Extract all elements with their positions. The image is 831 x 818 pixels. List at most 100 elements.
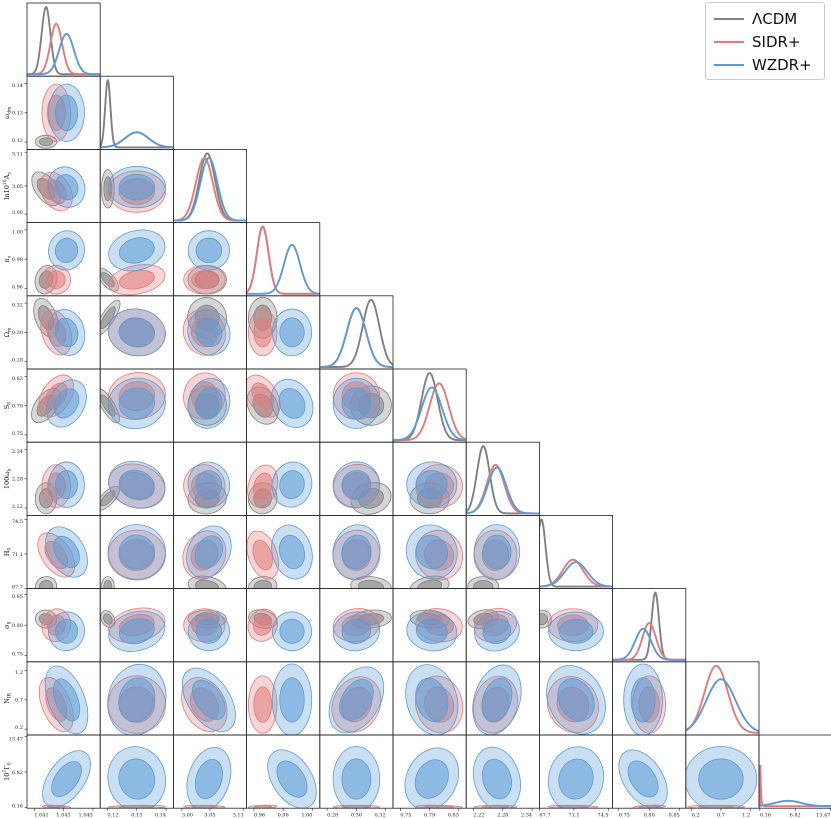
contour-68-cdm xyxy=(473,579,494,589)
contour-wzdr xyxy=(187,230,230,271)
contour-sidr xyxy=(183,264,226,295)
contour-68-wzdr xyxy=(55,470,79,500)
contour-68-wzdr xyxy=(557,678,595,722)
y-tick-label-10-7-0: 13.47 xyxy=(9,736,23,742)
contour-68-cdm xyxy=(417,579,443,589)
contour-68-wzdr xyxy=(118,237,155,264)
x-tick-label-m: 0.30 xyxy=(351,813,362,818)
contour-wzdr xyxy=(406,461,458,508)
y-axis-label-m: Ωm xyxy=(3,327,13,337)
y-tick-label-h0: 67.7 xyxy=(12,585,23,591)
panel-dm-vs-100-b xyxy=(99,441,174,516)
density-curve-cdm xyxy=(319,298,393,368)
contour-wzdr xyxy=(108,610,166,652)
panel-frame xyxy=(612,588,687,663)
legend-label-lcdm: ΛCDM xyxy=(752,10,798,28)
density-curve-sidr xyxy=(393,382,467,442)
panel-ns-vs-8 xyxy=(246,588,321,663)
contour-wzdr xyxy=(48,230,85,271)
contour-68-sidr xyxy=(252,472,273,500)
contour-68-wzdr xyxy=(279,470,305,500)
y-tick-label-dm: 0.12 xyxy=(12,138,23,144)
panel-100-b-vs-100-b xyxy=(465,441,540,516)
y-axis-label-ln10-10as: ln1010As xyxy=(2,172,13,200)
legend-label-wzdr: WZDR+ xyxy=(752,56,812,74)
marginal-100-s xyxy=(27,6,101,76)
y-tick-label-ln10-10as: 3.05 xyxy=(12,184,23,190)
contour-wzdr xyxy=(187,309,231,356)
contour-68-wzdr xyxy=(481,677,513,722)
contour-wzdr xyxy=(107,308,166,357)
contour-68-wzdr xyxy=(414,759,449,799)
x-tick-label-s8: 0.83 xyxy=(448,813,459,818)
contour-sidr xyxy=(247,464,279,508)
panel-ns-vs-s8 xyxy=(246,368,321,443)
density-curve-cdm xyxy=(173,152,247,222)
x-tick-label-dm: 0.14 xyxy=(155,813,166,818)
legend-swatch-wzdr xyxy=(714,64,744,66)
panel-ns-vs-h0 xyxy=(246,515,321,590)
contour-68-wzdr xyxy=(195,387,223,420)
panel-100-s-vs-m: 0.28 0.30 0.32 Ωm xyxy=(3,295,101,370)
legend-item-lcdm: ΛCDM xyxy=(714,9,797,29)
contour-sidr xyxy=(247,608,278,642)
contour-wzdr xyxy=(271,611,313,652)
panel-100-s-vs-dm: 0.12 0.13 0.14 ωdm xyxy=(3,75,101,150)
contour-wzdr xyxy=(107,166,166,209)
y-tick-label-m: 0.28 xyxy=(12,358,23,364)
contour-68-wzdr xyxy=(481,758,512,800)
contour-wzdr xyxy=(48,461,85,508)
legend-swatch-sidr xyxy=(714,41,744,43)
y-tick-label-ln10-10as: 3.00 xyxy=(12,210,23,216)
contour-wzdr xyxy=(47,308,86,356)
x-tick-label-ns: 1.00 xyxy=(301,813,312,818)
panel-dm-vs-nir xyxy=(99,661,174,736)
contour-68-wzdr xyxy=(630,677,656,723)
contour-68-wzdr xyxy=(278,388,306,419)
y-tick-label-nir: 0.2 xyxy=(15,725,23,731)
contour-wzdr xyxy=(107,377,166,430)
panel-dm-vs-s8 xyxy=(99,368,174,443)
contour-wzdr xyxy=(618,749,668,809)
panel-8-vs-nir xyxy=(612,661,687,736)
panel-m-vs-m xyxy=(319,295,394,370)
y-tick-label-m: 0.30 xyxy=(12,330,23,336)
panel-h0-vs-nir xyxy=(539,661,614,736)
contour-68-wzdr xyxy=(118,317,155,348)
x-tick-label-100-s: 1.045 xyxy=(79,813,93,818)
x-tick-label-nir: 1.2 xyxy=(742,813,750,818)
panel-100-b-vs-h0 xyxy=(465,515,540,590)
contour-wzdr xyxy=(107,746,167,809)
x-tick-label-dm: 0.12 xyxy=(108,813,119,818)
panel-frame xyxy=(246,222,321,297)
contour-68-wzdr xyxy=(118,534,156,570)
contour-wzdr xyxy=(474,611,520,652)
contour-sidr xyxy=(247,675,278,734)
x-tick-label-h0: 74.5 xyxy=(597,813,608,818)
marginal-nir xyxy=(685,664,759,734)
contour-wzdr xyxy=(405,524,458,580)
panel-h0-vs-8 xyxy=(539,588,614,663)
x-tick-label-ln10-10as: 3.11 xyxy=(233,813,244,818)
y-tick-label-8: 0.80 xyxy=(12,623,23,629)
contour-68-cdm xyxy=(100,490,116,507)
contour-cdm xyxy=(100,610,116,628)
contour-wzdr xyxy=(328,666,385,734)
density-curve-sidr xyxy=(685,664,759,734)
panel-s8-vs-h0 xyxy=(392,515,467,590)
marginal-ns xyxy=(246,225,320,295)
marginal-8 xyxy=(612,591,686,661)
density-curve-wzdr xyxy=(173,156,247,222)
contour-68-wzdr xyxy=(194,759,223,800)
panel-100-s-vs-100-s xyxy=(26,2,101,77)
contour-68-wzdr xyxy=(54,618,79,644)
panel-ln10-10as-vs-ns xyxy=(172,222,247,297)
contour-68-wzdr xyxy=(558,618,594,644)
contour-68-wzdr xyxy=(279,677,305,723)
panel-nir-vs-nir xyxy=(685,661,760,736)
